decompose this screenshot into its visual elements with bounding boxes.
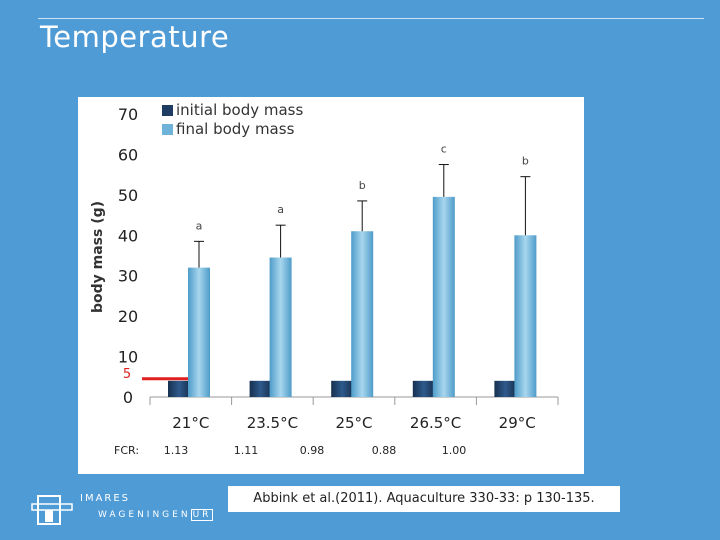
legend-swatch-final	[162, 124, 173, 135]
logo-university-name: WAGENINGEN	[98, 510, 191, 520]
reference-line-label: 5	[123, 367, 131, 382]
final-mass-bar	[432, 196, 455, 397]
imares-wageningen-logo: IMARES WAGENINGEN UR	[30, 490, 214, 530]
chart-panel: body mass (g) 0 10 20 30 40 50 60 70 5 a 21°C a 23.5°…	[78, 97, 584, 474]
y-tick-label: 20	[118, 307, 138, 326]
y-tick-label: 40	[118, 226, 138, 245]
fcr-value: 1.13	[164, 444, 189, 457]
logo-icon	[31, 495, 73, 525]
x-tick-label: 23.5°C	[247, 414, 298, 432]
significance-letter: c	[441, 143, 447, 156]
y-tick-label: 50	[118, 186, 138, 205]
logo-university-suffix: UR	[190, 509, 214, 521]
final-mass-bar	[188, 267, 210, 397]
y-tick-label: 70	[118, 105, 138, 124]
y-tick-label: 0	[123, 388, 133, 407]
slide-title: Temperature	[40, 20, 230, 54]
significance-letter: b	[522, 155, 529, 168]
significance-letter: a	[277, 203, 284, 216]
x-tick-label: 21°C	[172, 414, 209, 432]
x-tick-label: 26.5°C	[410, 414, 461, 432]
fcr-value: 1.11	[234, 444, 259, 457]
bar-chart: body mass (g) 0 10 20 30 40 50 60 70 5 a 21°C a 23.5°…	[90, 101, 559, 457]
initial-mass-bar	[331, 380, 354, 397]
final-mass-bar	[269, 257, 292, 397]
initial-mass-bar	[412, 380, 435, 397]
fcr-value: 0.88	[372, 444, 397, 457]
initial-mass-bar	[249, 380, 272, 397]
significance-letter: b	[359, 179, 366, 192]
initial-mass-bar	[494, 380, 517, 397]
fcr-label: FCR:	[114, 444, 139, 457]
logo-org-name: IMARES	[80, 493, 131, 504]
legend-label-initial: initial body mass	[176, 101, 304, 119]
citation: Abbink et al.(2011). Aquaculture 330-33:…	[228, 486, 620, 512]
final-mass-bar	[514, 235, 537, 397]
significance-letter: a	[196, 219, 203, 232]
x-tick-label: 29°C	[499, 414, 536, 432]
y-tick-label: 30	[118, 267, 138, 286]
final-mass-bar	[351, 231, 374, 397]
fcr-value: 1.00	[442, 444, 467, 457]
legend-label-final: final body mass	[176, 120, 295, 138]
fcr-value: 0.98	[300, 444, 325, 457]
x-tick-label: 25°C	[335, 414, 372, 432]
y-tick-label: 60	[118, 145, 138, 164]
y-axis-label: body mass (g)	[90, 201, 106, 313]
legend-swatch-initial	[162, 105, 173, 116]
initial-mass-bar	[168, 380, 190, 397]
logo-university: WAGENINGEN UR	[98, 509, 214, 521]
title-rule	[38, 18, 704, 19]
y-tick-label: 10	[118, 348, 138, 367]
